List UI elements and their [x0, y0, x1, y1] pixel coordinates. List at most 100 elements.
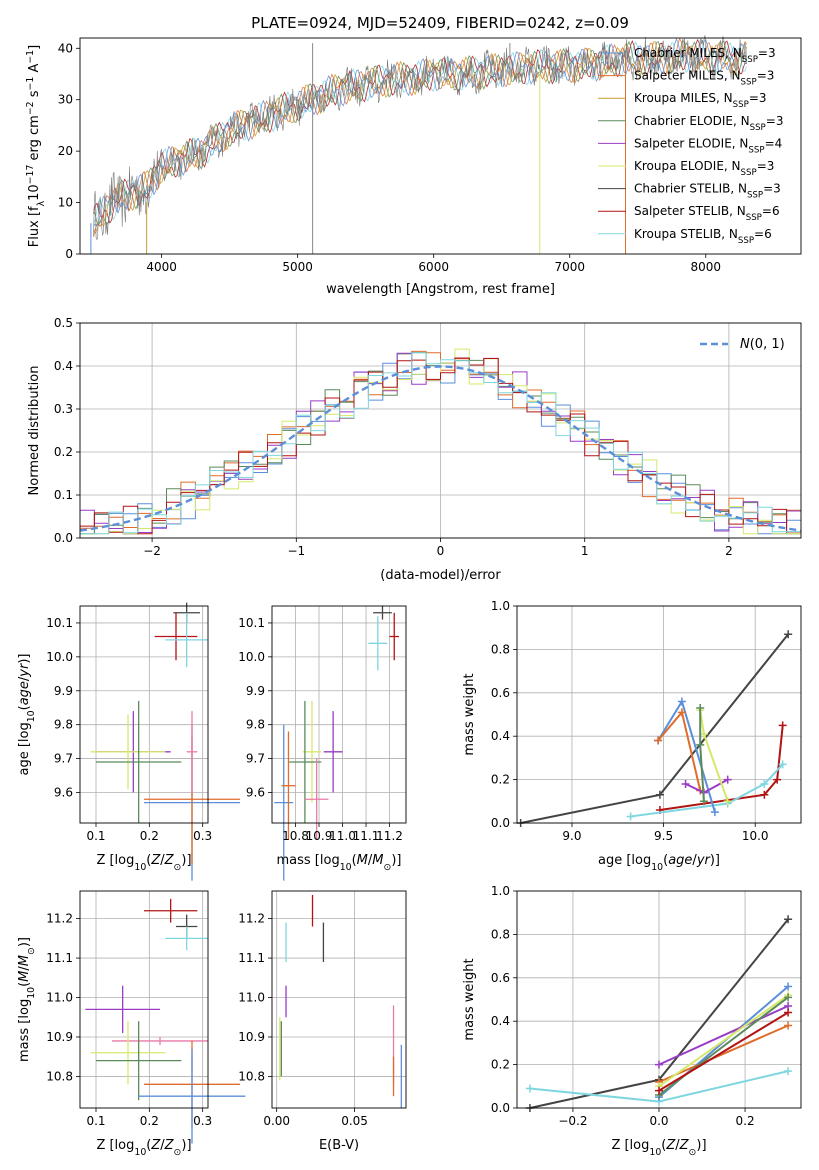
mass-weight-line: [520, 633, 789, 824]
axes-frame: [79, 605, 209, 824]
y-axis-label: mass [log10(M/M⊙)]: [17, 937, 37, 1062]
y-tick-label: 0.6: [491, 686, 510, 700]
residual-histogram: [80, 357, 801, 535]
x-tick-label: 11.1: [353, 829, 380, 843]
axes-frame: [271, 890, 407, 1109]
x-tick-label: 1: [581, 544, 589, 558]
y-tick-label: 11.1: [46, 951, 73, 965]
y-tick-label: 0.3: [54, 402, 73, 416]
x-axis-label: (data-model)/error: [380, 568, 501, 583]
y-tick-label: 40: [58, 41, 73, 55]
y-axis-label: mass weight: [462, 673, 477, 755]
y-tick-label: 11.0: [46, 991, 73, 1005]
y-tick-label: 9.8: [246, 718, 265, 732]
mass-weight-marker: [773, 775, 782, 784]
x-tick-label: 9.5: [654, 829, 673, 843]
x-tick-label: 11.0: [329, 829, 356, 843]
mass-weight-marker: [784, 915, 793, 924]
y-tick-label: 0.6: [491, 971, 510, 985]
y-axis-label: age [log10(age/yr)]: [17, 653, 37, 775]
mass-weight-marker: [784, 993, 793, 1002]
x-tick-label: 10.9: [306, 829, 333, 843]
x-tick-label: 0.3: [193, 829, 212, 843]
model-spectrum-line: [93, 37, 747, 227]
residual-histogram: [80, 348, 801, 535]
y-tick-label: 20: [58, 144, 73, 158]
x-tick-label: 4000: [146, 260, 177, 274]
y-axis-label: Flux [fλ10−17 erg cm−2 s−1 A−1]: [25, 45, 47, 247]
y-tick-label: 10.9: [46, 1030, 73, 1044]
y-tick-label: 10: [58, 196, 73, 210]
y-tick-label: 1.0: [491, 884, 510, 898]
mass-weight-marker: [655, 790, 664, 799]
legend-label: Chabrier STELIB, NSSP=3: [634, 182, 781, 201]
legend-label: Salpeter MILES, NSSP=3: [634, 69, 774, 88]
y-tick-label: 0.4: [491, 729, 510, 743]
mass-weight-marker: [696, 703, 705, 712]
y-tick-label: 0.2: [54, 445, 73, 459]
y-tick-label: 0.4: [491, 1014, 510, 1028]
x-tick-label: 10.8: [282, 829, 309, 843]
x-axis-label: Z [log10(Z/Z⊙)]: [611, 1138, 706, 1158]
age-vs-mass-panel: 10.810.911.011.111.2 9.6 9.7 9.8 9.9 10.0 10.1…: [238, 605, 407, 881]
y-tick-label: 9.7: [246, 752, 265, 766]
x-tick-label: 0: [437, 544, 445, 558]
y-tick-label: 10.1: [46, 616, 73, 630]
mass-weight-marker: [784, 982, 793, 991]
y-tick-label: 0.4: [54, 359, 73, 373]
mass-weight-marker: [710, 808, 719, 817]
x-tick-label: 0.1: [86, 1114, 105, 1128]
model-spectrum-line: [93, 37, 747, 237]
y-tick-label: 9.7: [54, 752, 73, 766]
mass-weight-marker: [654, 736, 663, 745]
y-tick-label: 0.0: [54, 531, 73, 545]
x-axis-label: mass [log10(M/M⊙)]: [277, 853, 402, 873]
y-tick-label: 10.9: [238, 1030, 265, 1044]
x-tick-label: 6000: [418, 260, 449, 274]
mass-weight-vs-metallicity-panel: −0.2 0.0 0.2 0.0 0.2 0.4 0.6 0.8 1.0 Z [log10(Z/Z…: [462, 884, 802, 1158]
y-tick-label: 9.6: [54, 785, 73, 799]
mass-weight-marker: [699, 797, 708, 806]
x-axis-label: Z [log10(Z/Z⊙)]: [96, 853, 191, 873]
x-axis-label: E(B-V): [319, 1138, 359, 1153]
y-tick-label: 10.8: [46, 1069, 73, 1083]
x-tick-label: 0.2: [140, 1114, 159, 1128]
x-tick-label: 0.00: [263, 1114, 290, 1128]
x-tick-label: 10.0: [742, 829, 769, 843]
mass-weight-marker: [778, 760, 787, 769]
y-tick-label: 0.1: [54, 488, 73, 502]
y-tick-label: 0.2: [491, 773, 510, 787]
y-tick-label: 11.0: [238, 991, 265, 1005]
mass-weight-marker: [655, 1086, 663, 1095]
mass-weight-marker: [696, 740, 705, 749]
mass-weight-line: [658, 996, 789, 1096]
legend-label: Chabrier MILES, NSSP=3: [634, 46, 776, 65]
mass-weight-marker: [760, 790, 769, 799]
mass-weight-marker: [525, 1084, 534, 1093]
mass-weight-marker: [681, 779, 690, 788]
y-tick-label: 0.0: [491, 1101, 510, 1115]
axes-frame: [79, 890, 209, 1109]
mass-weight-marker: [760, 779, 769, 788]
normal-curve: [79, 365, 802, 532]
x-tick-label: 2: [725, 544, 733, 558]
y-tick-label: 11.1: [238, 951, 265, 965]
mass-weight-marker: [677, 697, 686, 706]
y-tick-label: 10.0: [46, 650, 73, 664]
x-tick-label: 7000: [554, 260, 585, 274]
y-axis-label: mass weight: [462, 958, 477, 1040]
y-tick-label: 9.9: [246, 684, 265, 698]
x-tick-label: 11.2: [376, 829, 403, 843]
mass-weight-marker: [784, 1021, 793, 1030]
x-tick-label: 0.2: [736, 1114, 755, 1128]
x-tick-label: 0.05: [341, 1114, 368, 1128]
mass-weight-line: [658, 1011, 789, 1092]
legend-label: Kroupa ELODIE, NSSP=3: [634, 159, 774, 178]
observed-spectrum-line: [93, 35, 747, 241]
x-axis-label: Z [log10(Z/Z⊙)]: [96, 1138, 191, 1158]
axes-frame: [516, 605, 802, 824]
mass-weight-marker: [784, 630, 793, 639]
y-tick-label: 10.8: [238, 1069, 265, 1083]
mass-weight-marker: [784, 1008, 793, 1017]
